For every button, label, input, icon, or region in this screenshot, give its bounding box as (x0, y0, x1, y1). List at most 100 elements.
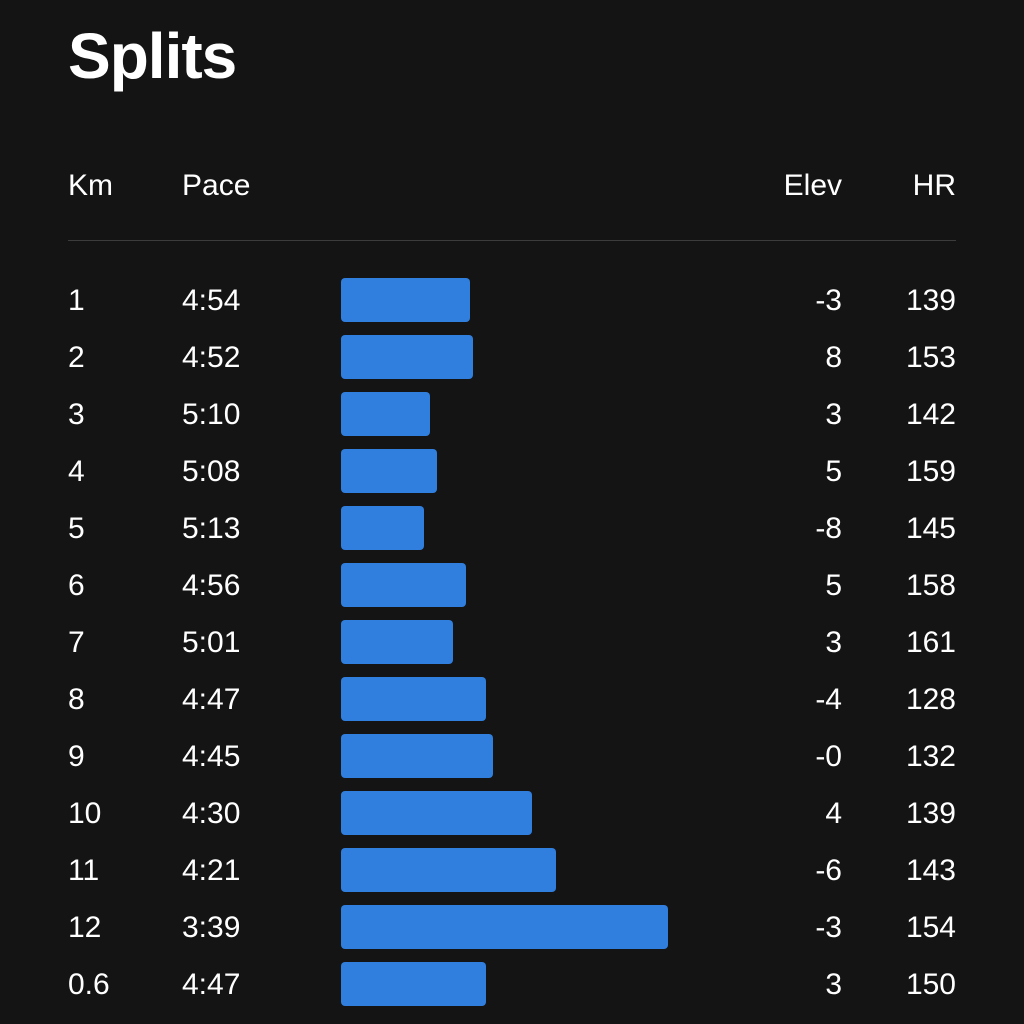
split-hr: 154 (905, 911, 956, 944)
pace-bar-track (341, 734, 671, 778)
split-km: 2 (68, 341, 85, 374)
split-elev: -6 (815, 854, 842, 887)
pace-bar (341, 392, 431, 436)
split-elev: -8 (815, 512, 842, 545)
split-elev: 8 (825, 341, 842, 374)
splits-list: 1 4:54 -3 139 2 4:52 8 153 3 5:10 3 142 4 5:08 5 159 5 5:… (68, 272, 956, 1013)
page-title: Splits (68, 20, 237, 92)
split-hr: 139 (905, 284, 956, 317)
split-pace: 5:10 (182, 398, 241, 431)
split-hr: 132 (905, 740, 956, 773)
pace-bar (341, 905, 668, 949)
split-km: 8 (68, 683, 85, 716)
column-header-elev: Elev (783, 169, 842, 202)
pace-bar-track (341, 791, 671, 835)
pace-bar (341, 278, 470, 322)
split-hr: 142 (905, 398, 956, 431)
split-elev: 4 (825, 797, 842, 830)
pace-bar (341, 506, 424, 550)
split-row: 9 4:45 -0 132 (68, 728, 956, 785)
pace-bar-track (341, 278, 671, 322)
split-pace: 3:39 (182, 911, 241, 944)
split-hr: 128 (905, 683, 956, 716)
split-hr: 145 (905, 512, 956, 545)
pace-bar-track (341, 848, 671, 892)
split-row: 2 4:52 8 153 (68, 329, 956, 386)
split-km: 1 (68, 284, 85, 317)
split-elev: 5 (825, 569, 842, 602)
split-pace: 4:30 (182, 797, 241, 830)
column-header-hr: HR (912, 169, 956, 202)
split-pace: 4:54 (182, 284, 241, 317)
split-hr: 158 (905, 569, 956, 602)
split-row: 0.6 4:47 3 150 (68, 956, 956, 1013)
split-pace: 4:45 (182, 740, 241, 773)
split-row: 7 5:01 3 161 (68, 614, 956, 671)
split-row: 12 3:39 -3 154 (68, 899, 956, 956)
split-hr: 139 (905, 797, 956, 830)
split-row: 8 4:47 -4 128 (68, 671, 956, 728)
split-pace: 5:01 (182, 626, 241, 659)
split-km: 12 (68, 911, 102, 944)
split-km: 10 (68, 797, 102, 830)
split-elev: -3 (815, 911, 842, 944)
pace-bar (341, 335, 473, 379)
pace-bar (341, 848, 556, 892)
split-elev: 5 (825, 455, 842, 488)
pace-bar (341, 563, 467, 607)
split-pace: 4:56 (182, 569, 241, 602)
pace-bar-track (341, 962, 671, 1006)
split-hr: 143 (905, 854, 956, 887)
split-elev: 3 (825, 626, 842, 659)
pace-bar (341, 791, 533, 835)
header-divider (68, 240, 956, 241)
pace-bar (341, 962, 487, 1006)
split-row: 5 5:13 -8 145 (68, 500, 956, 557)
split-hr: 161 (905, 626, 956, 659)
split-elev: -4 (815, 683, 842, 716)
split-elev: 3 (825, 968, 842, 1001)
split-km: 0.6 (68, 968, 110, 1001)
pace-bar-track (341, 506, 671, 550)
pace-bar-track (341, 905, 671, 949)
split-elev: 3 (825, 398, 842, 431)
column-header-pace: Pace (182, 169, 251, 202)
pace-bar-track (341, 677, 671, 721)
split-pace: 4:21 (182, 854, 241, 887)
split-pace: 5:13 (182, 512, 241, 545)
split-pace: 4:47 (182, 683, 241, 716)
split-hr: 150 (905, 968, 956, 1001)
pace-bar-track (341, 335, 671, 379)
pace-bar (341, 734, 493, 778)
split-hr: 153 (905, 341, 956, 374)
split-km: 5 (68, 512, 85, 545)
split-row: 4 5:08 5 159 (68, 443, 956, 500)
split-km: 9 (68, 740, 85, 773)
split-hr: 159 (905, 455, 956, 488)
table-header: Km Pace Elev HR (68, 166, 956, 206)
pace-bar-track (341, 563, 671, 607)
pace-bar-track (341, 620, 671, 664)
split-km: 6 (68, 569, 85, 602)
split-elev: -3 (815, 284, 842, 317)
split-km: 3 (68, 398, 85, 431)
split-pace: 5:08 (182, 455, 241, 488)
pace-bar (341, 620, 454, 664)
split-km: 11 (68, 854, 100, 887)
split-row: 1 4:54 -3 139 (68, 272, 956, 329)
split-pace: 4:52 (182, 341, 241, 374)
column-header-km: Km (68, 169, 113, 202)
pace-bar (341, 677, 487, 721)
split-pace: 4:47 (182, 968, 241, 1001)
split-row: 11 4:21 -6 143 (68, 842, 956, 899)
pace-bar-track (341, 449, 671, 493)
split-km: 4 (68, 455, 85, 488)
split-elev: -0 (815, 740, 842, 773)
pace-bar (341, 449, 437, 493)
pace-bar-track (341, 392, 671, 436)
split-row: 10 4:30 4 139 (68, 785, 956, 842)
split-row: 6 4:56 5 158 (68, 557, 956, 614)
split-row: 3 5:10 3 142 (68, 386, 956, 443)
split-km: 7 (68, 626, 85, 659)
